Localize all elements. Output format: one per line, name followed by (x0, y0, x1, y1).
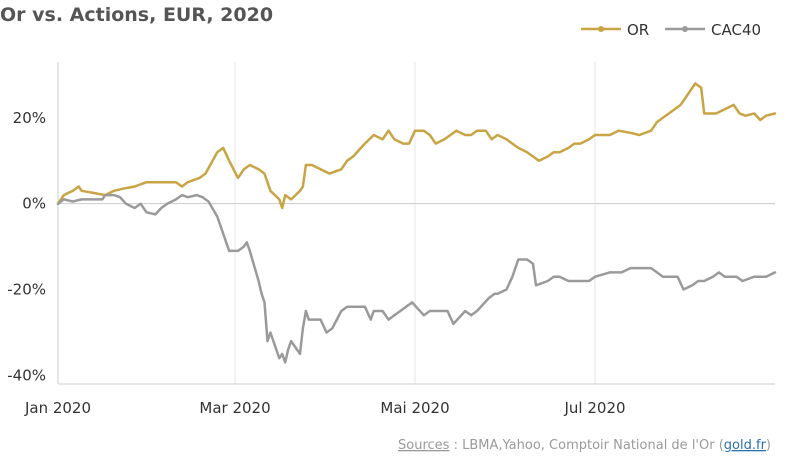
legend-swatch-marker (598, 26, 604, 32)
chart-title: Or vs. Actions, EUR, 2020 (0, 4, 273, 26)
x-axis: Jan 2020 Mar 2020 Mai 2020 Jul 2020 (24, 399, 626, 417)
y-axis: 20% 0% -20% -40% (7, 109, 46, 385)
series-line-cac40 (56, 193, 777, 364)
legend: OR CAC40 (581, 21, 761, 39)
source-close: ) (766, 438, 771, 453)
x-tick-label: Mar 2020 (199, 399, 270, 417)
source-link[interactable]: gold.fr (724, 438, 767, 453)
y-tick-label: 0% (22, 195, 46, 213)
plot-area (56, 82, 777, 364)
source-text: : LBMA,Yahoo, Comptoir National de l'Or … (449, 438, 723, 453)
legend-label: OR (627, 21, 649, 39)
y-tick-label: -20% (7, 281, 46, 299)
source-label: Sources (398, 438, 450, 453)
x-tick-label: Jul 2020 (563, 399, 625, 417)
legend-swatch-marker (682, 26, 688, 32)
y-tick-label: 20% (13, 109, 46, 127)
y-tick-label: -40% (7, 366, 46, 384)
series-line-or (56, 82, 777, 210)
legend-label: CAC40 (711, 21, 761, 39)
x-tick-label: Mai 2020 (380, 399, 449, 417)
source-note: Sources : LBMA,Yahoo, Comptoir National … (398, 438, 771, 453)
x-tick-label: Jan 2020 (24, 399, 91, 417)
grid (57, 62, 775, 385)
